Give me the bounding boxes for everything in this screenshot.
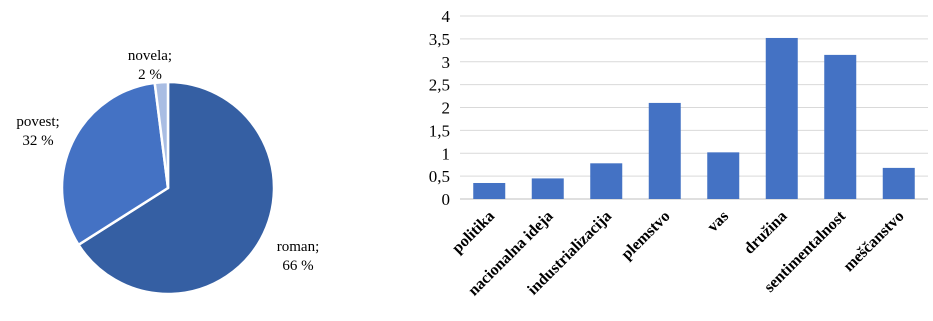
x-category-label: meščanstvo — [840, 208, 907, 275]
pie-label-novela: novela; — [128, 48, 172, 64]
bars — [473, 37, 915, 200]
pie-slice-novela — [153, 80, 170, 190]
y-tick-label: 2,5 — [429, 76, 450, 95]
y-tick-label: 0,5 — [429, 167, 450, 186]
x-category-label: plemstvo — [618, 208, 673, 263]
y-tick-label: 1,5 — [429, 121, 450, 140]
pie-label-povest: povest; — [16, 114, 59, 130]
x-category-label: politika — [449, 208, 498, 257]
bar-7 — [824, 54, 857, 199]
bar-5 — [707, 152, 740, 199]
bar-3 — [590, 163, 623, 199]
bar-gridlines — [460, 15, 928, 200]
pie-chart: roman; 66 % povest; 32 % novela; 2 % — [16, 48, 319, 296]
pie-pct-povest: 32 % — [22, 133, 53, 149]
x-category-label: družina — [741, 208, 791, 258]
pie-labels: roman; 66 % povest; 32 % novela; 2 % — [16, 48, 319, 274]
pie-slice-roman — [77, 80, 276, 296]
y-tick-label: 1 — [442, 144, 451, 163]
bar-6 — [765, 37, 798, 200]
y-tick-label: 4 — [442, 7, 451, 26]
pie-slices — [60, 80, 276, 296]
pie-label-roman: roman; — [277, 239, 320, 255]
pie-slice-povest — [60, 81, 170, 247]
x-category-label: vas — [704, 208, 732, 236]
bar-4 — [648, 102, 681, 199]
y-tick-label: 3,5 — [429, 30, 450, 49]
y-tick-label: 3 — [442, 53, 451, 72]
y-tick-label: 2 — [442, 99, 451, 118]
y-axis-tick-labels: 0 0,5 1 1,5 2 2,5 3 3,5 4 — [429, 7, 451, 209]
pie-pct-novela: 2 % — [138, 67, 162, 83]
bar-2 — [531, 178, 564, 199]
y-tick-label: 0 — [442, 190, 451, 209]
bar-1 — [473, 182, 506, 199]
bar-8 — [882, 167, 915, 199]
pie-pct-roman: 66 % — [282, 258, 313, 274]
